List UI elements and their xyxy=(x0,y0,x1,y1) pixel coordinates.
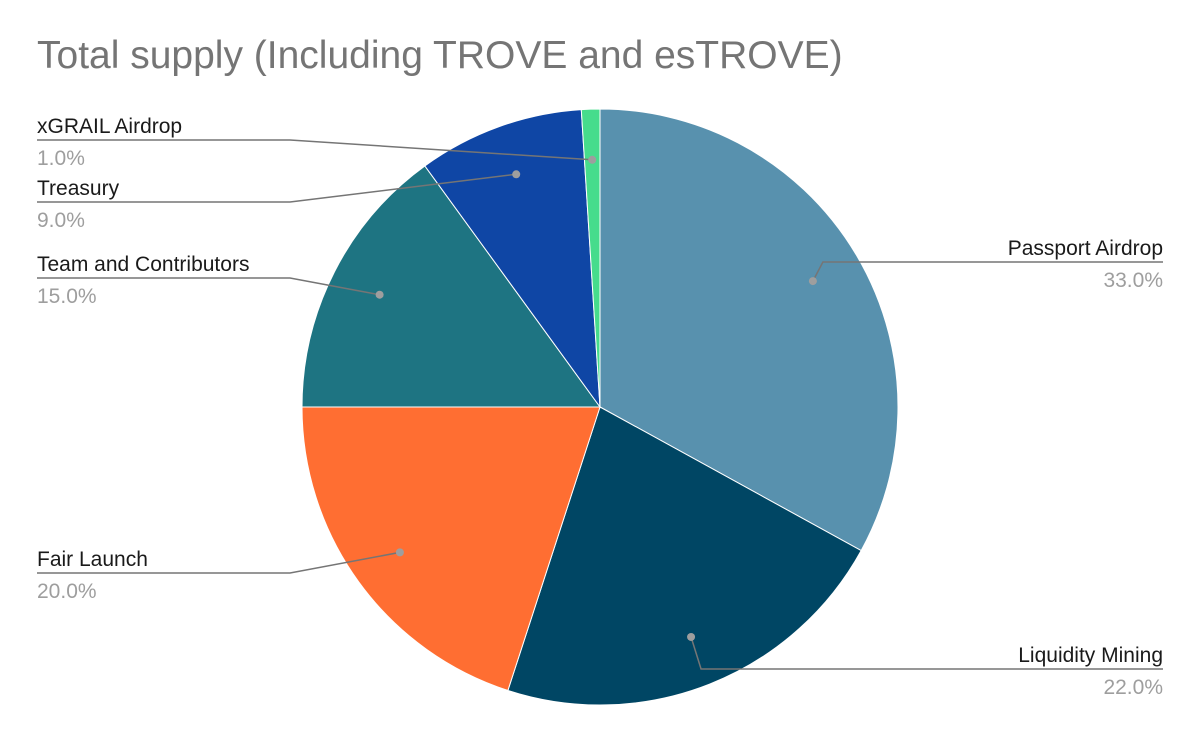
leader-line-liquidity-mining xyxy=(690,636,1163,670)
leader-line-passport-airdrop xyxy=(812,261,1163,282)
chart-title: Total supply (Including TROVE and esTROV… xyxy=(37,34,843,77)
slice-percent-liquidity-mining: 22.0% xyxy=(1103,676,1163,699)
slices-layer xyxy=(301,108,899,706)
leader-line-team-and-contributors xyxy=(37,277,380,296)
slice-label-team-and-contributors: Team and Contributors xyxy=(37,253,249,276)
slice-team-and-contributors xyxy=(301,165,601,408)
slice-fair-launch xyxy=(301,406,601,692)
slice-label-liquidity-mining: Liquidity Mining xyxy=(1018,644,1163,667)
slice-percent-passport-airdrop: 33.0% xyxy=(1103,269,1163,292)
leader-dot-fair-launch xyxy=(395,548,404,557)
slice-label-fair-launch: Fair Launch xyxy=(37,548,148,571)
leader-dot-team-and-contributors xyxy=(375,290,384,299)
slice-xgrail-airdrop xyxy=(580,108,601,408)
slice-liquidity-mining xyxy=(507,406,862,706)
slice-treasury xyxy=(424,109,601,409)
leader-dot-xgrail-airdrop xyxy=(588,155,597,164)
slice-percent-treasury: 9.0% xyxy=(37,209,85,232)
slice-percent-xgrail-airdrop: 1.0% xyxy=(37,147,85,170)
slice-label-treasury: Treasury xyxy=(37,177,120,200)
slice-percent-fair-launch: 20.0% xyxy=(37,580,97,603)
leader-dot-liquidity-mining xyxy=(687,632,696,641)
slice-percent-team-and-contributors: 15.0% xyxy=(37,285,97,308)
leader-line-fair-launch xyxy=(37,551,401,574)
leader-dot-passport-airdrop xyxy=(808,277,817,286)
leader-line-xgrail-airdrop xyxy=(37,139,593,161)
slice-passport-airdrop xyxy=(599,108,899,552)
leader-lines-layer xyxy=(37,139,1163,670)
labels-layer: Passport Airdrop 33.0% Liquidity Mining 22.… xyxy=(37,115,1163,699)
slice-label-xgrail-airdrop: xGRAIL Airdrop xyxy=(37,115,182,138)
slice-label-passport-airdrop: Passport Airdrop xyxy=(1008,237,1163,260)
leader-line-treasury xyxy=(37,173,517,203)
leader-dot-treasury xyxy=(512,170,521,179)
